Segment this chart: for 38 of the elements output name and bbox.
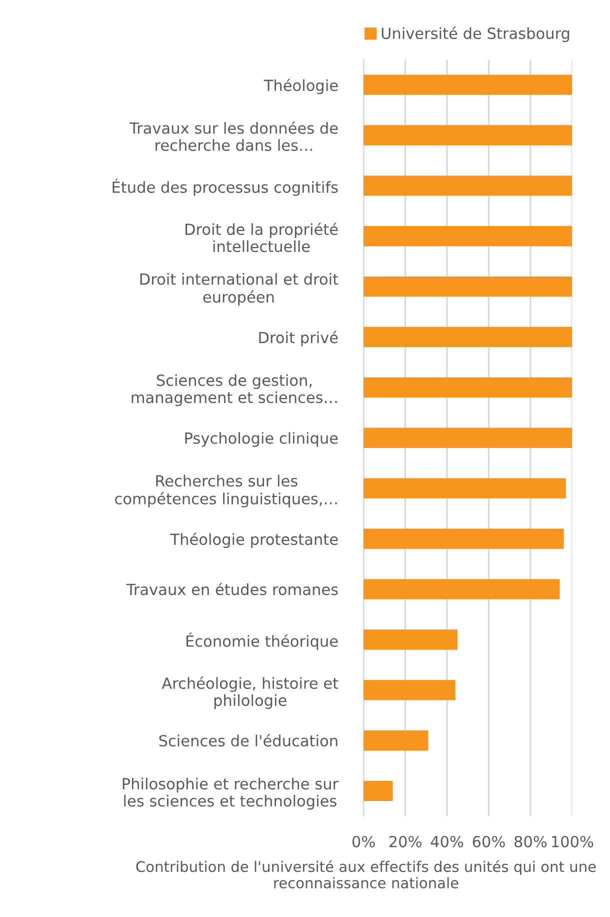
legend-label: Université de Strasbourg bbox=[382, 26, 570, 42]
y-tick-label: Archéologie, histoire et philologie bbox=[162, 676, 338, 710]
y-tick-label: Droit privé bbox=[259, 330, 338, 346]
x-tick-label: 20% bbox=[389, 836, 422, 848]
y-tick-label: Philosophie et recherche sur les sciences et technologies bbox=[122, 778, 339, 810]
bar bbox=[364, 326, 572, 348]
bar bbox=[364, 528, 564, 549]
y-tick-label: Étude des processus cognitifs bbox=[112, 178, 338, 196]
y-tick-label: Recherches sur les compétences linguistiques,… bbox=[115, 474, 337, 508]
bar bbox=[364, 428, 572, 448]
y-tick-label: Sciences de gestion, management et sciences… bbox=[132, 374, 337, 406]
bar bbox=[364, 780, 393, 801]
x-tick-label: 0% bbox=[352, 836, 375, 848]
bar bbox=[364, 176, 572, 196]
bar bbox=[364, 478, 566, 498]
bar bbox=[364, 125, 572, 146]
y-tick-label: Théologie protestante bbox=[170, 532, 338, 548]
y-tick-label: Travaux en études romanes bbox=[126, 582, 338, 596]
bar bbox=[364, 730, 428, 751]
y-tick-label: Psychologie clinique bbox=[185, 432, 338, 447]
bar bbox=[364, 276, 572, 297]
x-tick-label: 40% bbox=[430, 836, 464, 848]
y-tick-label: Travaux sur les données de recherche dans les… bbox=[129, 121, 338, 151]
x-tick-label: 60% bbox=[472, 836, 505, 848]
bar bbox=[364, 630, 458, 650]
bar bbox=[364, 680, 456, 700]
x-axis-title: Contribution de l'université aux effectifs des unités qui ont une reconnaissance nationale bbox=[136, 860, 596, 888]
bar bbox=[364, 74, 572, 95]
bar bbox=[364, 377, 572, 398]
bar bbox=[364, 579, 560, 600]
y-tick-label: Économie théorique bbox=[186, 632, 338, 650]
x-tick-label: 100% bbox=[552, 836, 594, 848]
y-tick-label: Droit de la propriété intellectuelle bbox=[186, 222, 338, 252]
x-tick-label: 80% bbox=[514, 836, 547, 848]
y-tick-label: Théologie bbox=[264, 78, 338, 94]
bar bbox=[364, 226, 572, 246]
y-tick-label: Sciences de l'éducation bbox=[159, 734, 338, 746]
y-tick-label: Droit international et droit européen bbox=[140, 273, 338, 306]
